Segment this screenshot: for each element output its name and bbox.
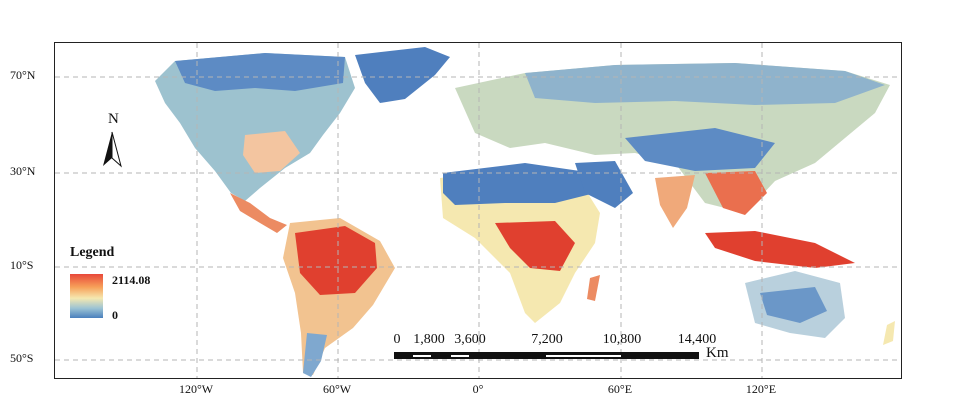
legend-max-label: 2114.08: [112, 273, 151, 287]
scale-label-7200: 7,200: [531, 332, 563, 347]
lat-label-10s: 10°S: [10, 258, 34, 272]
indonesia: [705, 231, 855, 268]
map-frame: [54, 42, 902, 379]
lat-label-70n: 70°N: [10, 68, 36, 82]
north-arrow-icon: [103, 131, 122, 168]
central-asia: [625, 128, 775, 171]
lon-label-120w: 120°W: [178, 382, 214, 396]
lon-label-120e: 120°E: [745, 382, 777, 396]
central-africa: [495, 221, 575, 271]
legend-color-ramp: [70, 274, 103, 318]
central-america: [230, 193, 287, 233]
world-map: [55, 43, 901, 378]
amazon: [295, 226, 377, 295]
new-zealand: [883, 321, 895, 345]
north-america-north: [175, 53, 345, 91]
australia-interior: [760, 287, 827, 323]
scale-label-14400: 14,400: [677, 332, 717, 347]
southeast-asia: [705, 171, 767, 215]
india: [655, 175, 695, 228]
sahara: [443, 163, 595, 205]
siberia: [525, 63, 885, 105]
legend-title: Legend: [70, 245, 115, 260]
north-america: [155, 53, 355, 201]
scale-label-0: 0: [393, 332, 401, 347]
scale-unit: Km: [706, 345, 729, 361]
lon-label-60e: 60°E: [607, 382, 633, 396]
greenland: [355, 47, 450, 103]
scale-label-3600: 3,600: [454, 332, 486, 347]
lat-label-50s: 50°S: [10, 351, 34, 365]
scale-label-10800: 10,800: [602, 332, 642, 347]
legend-min-label: 0: [112, 308, 118, 322]
graticule: [55, 43, 901, 378]
scale-bar: [394, 352, 699, 359]
lon-label-0: 0°: [472, 382, 484, 396]
lat-label-30n: 30°N: [10, 164, 36, 178]
scale-label-1800: 1,800: [413, 332, 445, 347]
eastern-us: [243, 131, 300, 173]
patagonia: [303, 333, 327, 377]
north-label: N: [108, 111, 119, 127]
madagascar: [587, 275, 600, 301]
lon-label-60w: 60°W: [322, 382, 352, 396]
